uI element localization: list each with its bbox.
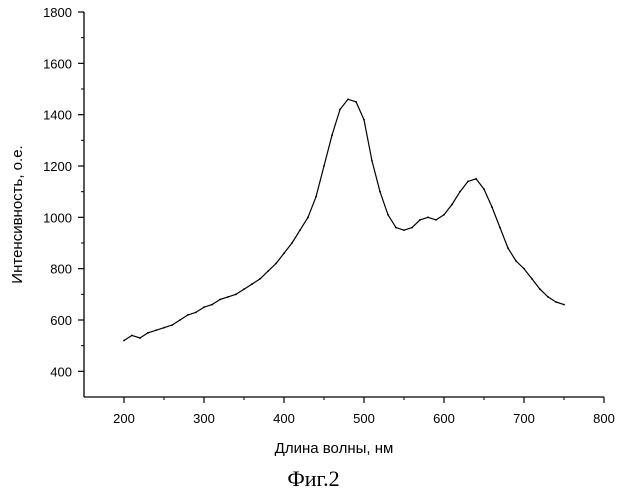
y-tick-label: 800 xyxy=(50,262,72,277)
data-point xyxy=(539,288,541,290)
spectrum-line xyxy=(124,99,564,340)
data-point xyxy=(179,319,181,321)
figure-caption: Фиг.2 xyxy=(0,466,627,492)
data-point xyxy=(291,242,293,244)
x-tick-label: 400 xyxy=(273,411,295,426)
data-point xyxy=(267,270,269,272)
data-point xyxy=(523,268,525,270)
y-tick-label: 1600 xyxy=(43,56,72,71)
data-point xyxy=(235,293,237,295)
data-point xyxy=(515,260,517,262)
data-point xyxy=(155,329,157,331)
data-point xyxy=(395,227,397,229)
x-axis-label: Длина волны, нм xyxy=(275,440,394,457)
data-point xyxy=(171,324,173,326)
y-tick-label: 1000 xyxy=(43,210,72,225)
y-tick-label: 400 xyxy=(50,364,72,379)
data-point xyxy=(363,119,365,121)
data-point xyxy=(451,204,453,206)
data-point xyxy=(355,101,357,103)
data-point xyxy=(403,229,405,231)
data-point xyxy=(147,332,149,334)
chart-ticks: 200 300 400 500 600 700 800 400 600 800 1000 1200 14… xyxy=(43,5,615,426)
chart-series xyxy=(123,98,565,341)
x-tick-label: 700 xyxy=(513,411,535,426)
x-tick-label: 300 xyxy=(193,411,215,426)
data-point xyxy=(371,160,373,162)
data-point xyxy=(507,247,509,249)
chart-axes xyxy=(84,12,604,397)
data-point xyxy=(411,227,413,229)
data-point xyxy=(195,311,197,313)
data-point xyxy=(139,337,141,339)
data-point xyxy=(499,227,501,229)
data-point xyxy=(331,134,333,136)
data-point xyxy=(443,214,445,216)
data-point xyxy=(563,304,565,306)
data-point xyxy=(251,283,253,285)
x-tick-label: 500 xyxy=(353,411,375,426)
data-point xyxy=(187,314,189,316)
y-tick-label: 1800 xyxy=(43,5,72,20)
data-point xyxy=(339,109,341,111)
data-point xyxy=(307,216,309,218)
data-point xyxy=(467,181,469,183)
data-point xyxy=(227,296,229,298)
x-tick-label: 600 xyxy=(433,411,455,426)
data-point xyxy=(531,278,533,280)
data-point xyxy=(299,229,301,231)
y-axis-label: Интенсивность, о.е. xyxy=(9,145,26,283)
data-point xyxy=(555,301,557,303)
data-point xyxy=(347,98,349,100)
x-tick-label: 800 xyxy=(593,411,615,426)
y-tick-label: 1400 xyxy=(43,108,72,123)
data-point xyxy=(259,278,261,280)
data-point xyxy=(203,306,205,308)
x-tick-label: 200 xyxy=(113,411,135,426)
data-point xyxy=(243,288,245,290)
data-point xyxy=(163,327,165,329)
spectrum-chart: 200 300 400 500 600 700 800 400 600 800 1000 1200 14… xyxy=(0,0,627,470)
y-tick-label: 1200 xyxy=(43,159,72,174)
data-point xyxy=(379,191,381,193)
data-point xyxy=(419,219,421,221)
data-point xyxy=(219,299,221,301)
data-point xyxy=(483,188,485,190)
data-point xyxy=(315,196,317,198)
data-point xyxy=(491,206,493,208)
data-point xyxy=(547,296,549,298)
data-point xyxy=(435,219,437,221)
data-point xyxy=(283,252,285,254)
data-point xyxy=(131,335,133,337)
data-point xyxy=(459,191,461,193)
data-point xyxy=(275,263,277,265)
data-point xyxy=(387,214,389,216)
data-point xyxy=(475,178,477,180)
y-tick-label: 600 xyxy=(50,313,72,328)
data-point xyxy=(323,165,325,167)
data-point xyxy=(211,304,213,306)
data-point xyxy=(427,216,429,218)
data-point xyxy=(123,340,125,342)
